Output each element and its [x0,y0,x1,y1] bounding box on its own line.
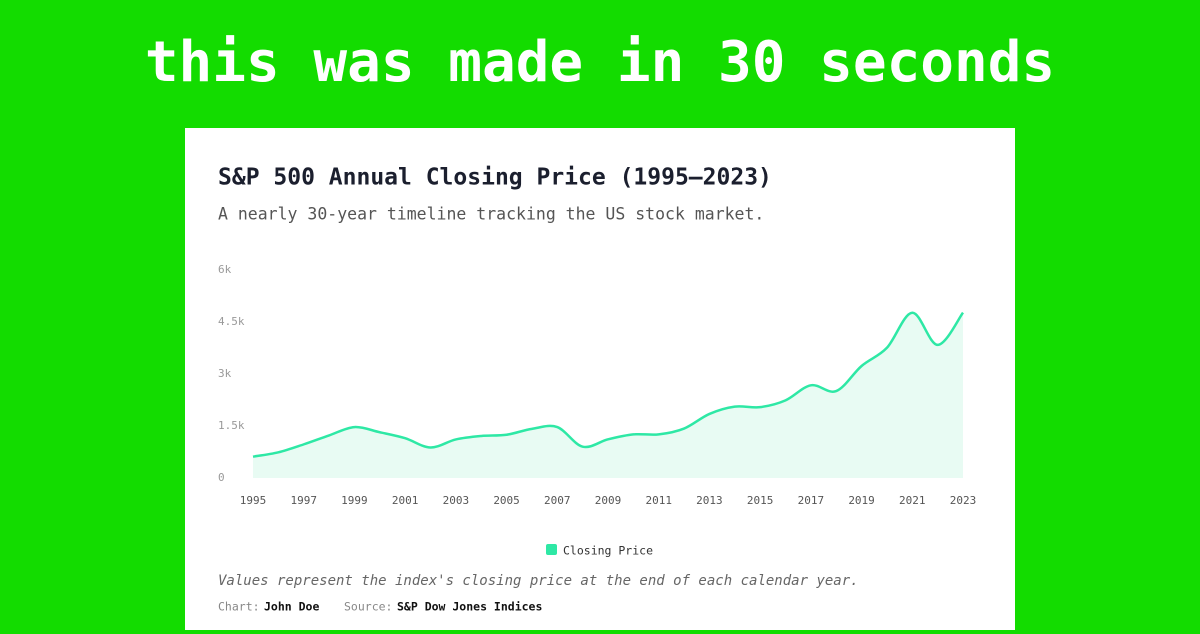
x-tick-label: 1997 [290,494,317,507]
x-tick-label: 2007 [544,494,571,507]
x-tick-label: 2017 [798,494,825,507]
source-label: Source: [344,600,392,614]
x-tick-label: 2015 [747,494,774,507]
chart-title: S&P 500 Annual Closing Price (1995–2023) [218,165,772,191]
x-tick-label: 2011 [645,494,672,507]
x-tick-label: 2001 [392,494,419,507]
legend-swatch [546,544,557,555]
x-tick-label: 2021 [899,494,926,507]
x-tick-label: 2019 [848,494,875,507]
x-tick-label: 2023 [950,494,977,507]
credit-label: Chart: [218,600,260,614]
footnote: Values represent the index's closing pri… [218,573,859,589]
x-tick-label: 2005 [493,494,520,507]
y-tick-label: 1.5k [218,419,245,432]
y-tick-label: 3k [218,367,232,380]
source: S&P Dow Jones Indices [397,600,542,614]
y-tick-label: 4.5k [218,315,245,328]
line [252,311,965,458]
headline: this was made in 30 seconds [145,30,1055,95]
x-tick-label: 2003 [443,494,470,507]
y-tick-label: 0 [218,471,225,484]
x-tick-label: 2009 [595,494,622,507]
credit-author: John Doe [264,600,319,614]
legend-label: Closing Price [563,544,653,558]
y-tick-label: 6k [218,263,232,276]
x-tick-label: 1995 [240,494,267,507]
x-tick-label: 1999 [341,494,368,507]
area [253,312,963,478]
x-tick-label: 2013 [696,494,723,507]
chart-subtitle: A nearly 30-year timeline tracking the U… [218,205,764,224]
